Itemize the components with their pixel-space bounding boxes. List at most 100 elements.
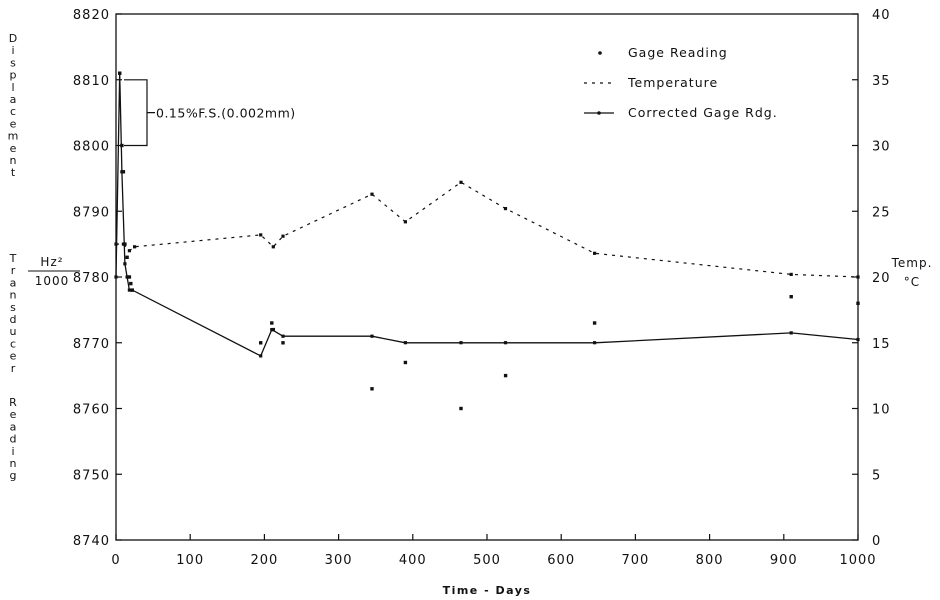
- series-gage-reading: [118, 71, 860, 411]
- x-tick-label: 700: [621, 553, 649, 568]
- y2-tick-label: 5: [872, 468, 881, 483]
- y2-tick-label: 10: [872, 403, 891, 418]
- y-axis-title-letter: i: [11, 445, 14, 458]
- y-axis-title-letter: T: [9, 252, 17, 265]
- y-axis-title-letter: a: [10, 420, 17, 433]
- gage-point: [129, 281, 133, 286]
- y-axis-title-letter: n: [10, 154, 17, 167]
- legend: Gage Reading Temperature Corrected Gage …: [584, 45, 778, 120]
- corrected-point: [789, 331, 793, 335]
- gage-point: [121, 170, 126, 174]
- y-tick-label: 8780: [73, 271, 110, 286]
- corrected-point: [593, 341, 597, 345]
- y-axis-title-letter: d: [10, 313, 17, 326]
- y-axis-title-letter: R: [9, 396, 17, 409]
- gage-point: [130, 288, 134, 292]
- y-axis-title-letter: u: [10, 325, 17, 338]
- left-axis-ticks: 8740 8750 8760 8770 8780 8790 8800 8810 8820: [73, 8, 122, 549]
- legend-gage-marker: [598, 51, 602, 55]
- corrected-point: [403, 341, 407, 345]
- x-tick-label: 400: [399, 553, 427, 568]
- y-axis-title-letter: r: [11, 264, 16, 277]
- y-axis-title-letter: s: [10, 301, 16, 314]
- y2-tick-label: 0: [872, 534, 881, 549]
- y-unit-numerator: Hz²: [40, 255, 63, 269]
- y2-tick-label: 35: [872, 74, 891, 89]
- annotation-bracket: [124, 79, 155, 147]
- y2-axis-unit: °C: [904, 275, 920, 289]
- corrected-point: [127, 288, 131, 292]
- gage-point: [120, 143, 124, 148]
- y-axis-title-letter: D: [9, 32, 17, 45]
- x-tick-label: 1000: [839, 553, 876, 568]
- legend-corrected-marker: [597, 111, 601, 115]
- temperature-point: [856, 275, 860, 279]
- y-tick-label: 8790: [73, 205, 110, 220]
- fs-annotation: 0.15%F.S.(0.002mm): [124, 79, 295, 147]
- y2-axis-title: Temp.: [891, 256, 933, 270]
- y-tick-label: 8750: [73, 468, 110, 483]
- y2-tick-label: 25: [872, 205, 891, 220]
- legend-item-gage: Gage Reading: [598, 45, 727, 60]
- plot-frame: [115, 13, 859, 541]
- corrected-point: [259, 354, 263, 358]
- corrected-point: [370, 334, 374, 338]
- y-axis-title-letter: c: [10, 337, 16, 350]
- gage-point: [789, 295, 793, 299]
- y-tick-label: 8760: [73, 403, 110, 418]
- gage-point: [403, 360, 408, 365]
- x-tick-label: 300: [325, 553, 353, 568]
- temperature-line: [116, 181, 859, 278]
- x-tick-label: 200: [250, 553, 278, 568]
- gage-point: [123, 242, 127, 246]
- y-axis-title-letter: n: [10, 457, 17, 470]
- legend-temperature-label: Temperature: [627, 75, 718, 90]
- legend-corrected-label: Corrected Gage Rdg.: [628, 105, 778, 120]
- gage-point: [281, 341, 285, 345]
- temperature-point: [114, 242, 118, 246]
- temperature-point: [127, 249, 131, 253]
- x-tick-label: 100: [176, 553, 204, 568]
- y-tick-label: 8810: [73, 74, 110, 89]
- y-axis-title-letter: a: [10, 93, 17, 106]
- y-axis-title-letter: g: [10, 469, 17, 482]
- y-axis-title-letter: e: [10, 142, 17, 155]
- gage-point: [270, 321, 274, 325]
- gage-point: [125, 255, 129, 259]
- legend-gage-label: Gage Reading: [628, 45, 728, 60]
- x-tick-label: 900: [770, 553, 798, 568]
- y-axis-title-letter: e: [10, 408, 17, 421]
- temperature-point: [593, 251, 597, 255]
- y-axis-title-letter: i: [11, 44, 14, 57]
- legend-item-corrected: Corrected Gage Rdg.: [584, 105, 778, 120]
- temperature-point: [370, 192, 374, 196]
- bottom-axis-ticks: 0 100 200 300 400 500 600 700 800 900 1000: [111, 534, 876, 568]
- gage-point: [259, 341, 263, 345]
- y-axis-title-letter: r: [11, 362, 16, 375]
- temperature-point: [459, 180, 463, 184]
- corrected-point: [123, 262, 127, 266]
- gage-point: [856, 301, 860, 305]
- corrected-point: [459, 341, 463, 345]
- y-axis-title-letter: c: [10, 105, 16, 118]
- y2-tick-label: 15: [872, 337, 891, 352]
- y-axis-title-letter: s: [10, 56, 16, 69]
- x-axis-title: Time - Days: [443, 584, 532, 597]
- temperature-point: [259, 233, 263, 237]
- y-axis-title-letter: d: [10, 433, 17, 446]
- y-axis-title-letter: n: [10, 289, 17, 302]
- x-tick-label: 800: [696, 553, 724, 568]
- y2-tick-label: 40: [872, 8, 891, 23]
- temperature-point: [281, 234, 285, 238]
- gage-point: [127, 275, 132, 279]
- corrected-point: [503, 341, 508, 345]
- x-tick-label: 500: [473, 553, 501, 568]
- y-axis-title-letter: l: [11, 81, 14, 94]
- temperature-point: [503, 207, 508, 211]
- right-axis-ticks: 0 5 10 15 20 25 30 35 40: [852, 8, 891, 549]
- y2-tick-label: 30: [872, 140, 891, 155]
- corrected-point: [125, 275, 129, 279]
- y-axis-title-letter: p: [10, 69, 17, 82]
- y-tick-label: 8770: [73, 337, 110, 352]
